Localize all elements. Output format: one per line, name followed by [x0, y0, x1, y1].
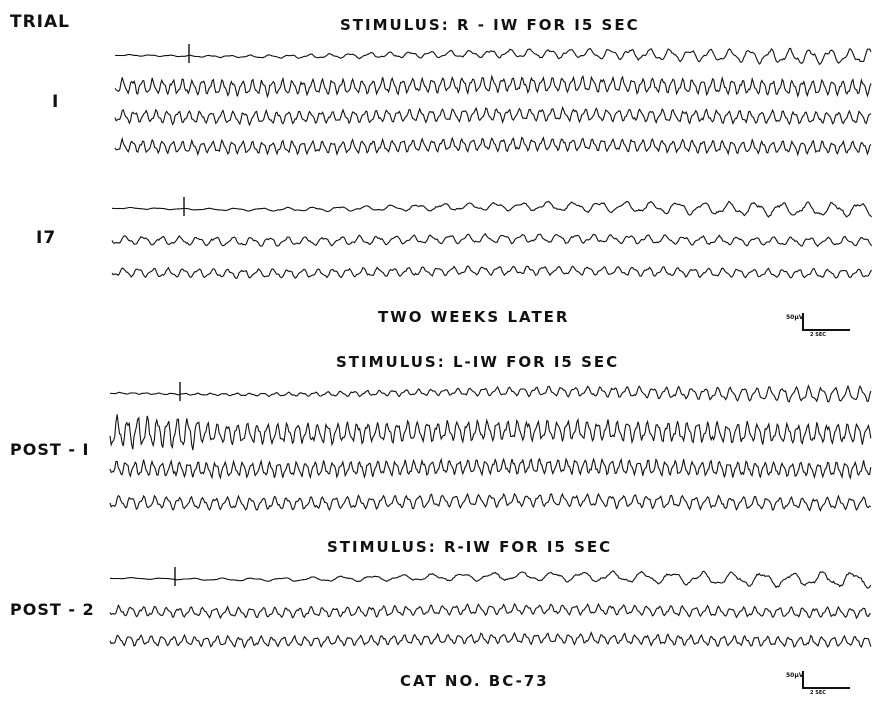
scale-horizontal-bar [802, 687, 850, 689]
post-2-label: POST - 2 [10, 600, 95, 619]
scale-bar-upper: 50μV 2 SEC [786, 311, 856, 341]
eeg-trace-p2-a [109, 570, 872, 589]
eeg-trace-p1-c [109, 457, 872, 480]
scale-vertical-bar [802, 671, 804, 688]
trial-1-label: I [52, 92, 60, 112]
scale-vertical-bar [802, 313, 804, 330]
stimulus-title-1: STIMULUS: R - IW FOR I5 SEC [340, 16, 640, 34]
eeg-trace-p2-c [109, 631, 872, 649]
eeg-trace-p1-a [109, 384, 872, 403]
eeg-trace-p2-b [109, 602, 871, 620]
stimulus-title-3: STIMULUS: R-IW FOR I5 SEC [327, 538, 613, 556]
eeg-trace-t1-b [114, 74, 872, 99]
eeg-trace-t17-b [111, 232, 873, 248]
cat-number-caption: CAT NO. BC-73 [400, 672, 549, 690]
stimulus-title-2: STIMULUS: L-IW FOR I5 SEC [336, 353, 620, 371]
scale-horizontal-bar [802, 329, 850, 331]
scale-voltage-label: 50μV [786, 672, 804, 679]
trial-17-label: I7 [36, 228, 57, 248]
eeg-trace-p1-b [109, 414, 872, 451]
eeg-trace-t17-c [111, 265, 873, 280]
scale-voltage-label: 50μV [786, 314, 804, 321]
eeg-trace-t1-d [114, 136, 872, 157]
eeg-trace-t1-c [114, 105, 872, 127]
eeg-trace-t1-a [114, 47, 872, 66]
scale-bar-lower: 50μV 2 SEC [786, 669, 856, 699]
scale-time-label: 2 SEC [810, 690, 826, 696]
trial-header-label: TRIAL [10, 12, 71, 32]
eeg-trace-t17-a [111, 200, 873, 218]
post-1-label: POST - I [10, 440, 90, 459]
scale-time-label: 2 SEC [810, 332, 826, 338]
two-weeks-later-title: TWO WEEKS LATER [378, 308, 570, 326]
eeg-trace-p1-d [109, 492, 871, 512]
